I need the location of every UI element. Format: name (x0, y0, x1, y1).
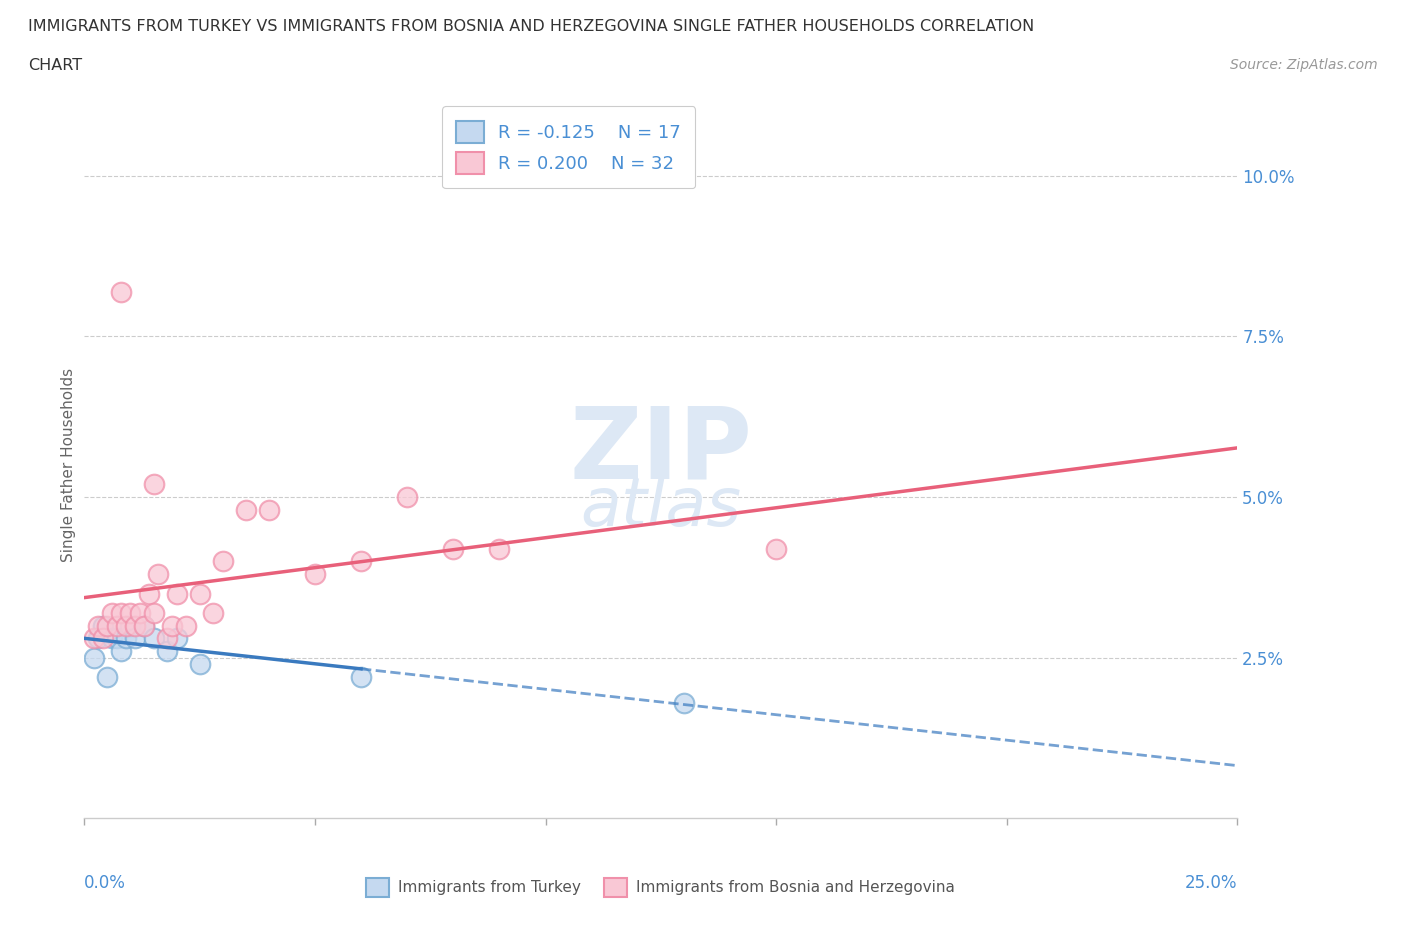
Point (304, 566, 326, 581)
Text: ZIP: ZIP (569, 403, 752, 499)
Text: atlas: atlas (581, 474, 741, 540)
Point (188, 586, 211, 601)
Point (160, 618, 183, 633)
Point (396, 490, 419, 505)
Legend: Immigrants from Turkey, Immigrants from Bosnia and Herzegovina: Immigrants from Turkey, Immigrants from … (360, 871, 962, 903)
Point (188, 657, 211, 671)
Point (83, 650, 105, 665)
Point (87, 631, 110, 646)
Point (672, 696, 695, 711)
Point (110, 605, 132, 620)
Point (105, 618, 128, 633)
Text: Source: ZipAtlas.com: Source: ZipAtlas.com (1230, 58, 1378, 72)
Point (110, 644, 132, 658)
Point (124, 618, 146, 633)
Point (174, 618, 197, 633)
Point (138, 586, 160, 601)
Point (134, 618, 156, 633)
Point (87, 618, 110, 633)
Point (115, 631, 138, 646)
Point (257, 502, 280, 517)
Point (350, 670, 373, 684)
Point (83, 631, 105, 646)
Point (110, 284, 132, 299)
Point (120, 618, 142, 633)
Point (235, 502, 257, 517)
Point (765, 541, 787, 556)
Point (166, 586, 188, 601)
Text: IMMIGRANTS FROM TURKEY VS IMMIGRANTS FROM BOSNIA AND HERZEGOVINA SINGLE FATHER H: IMMIGRANTS FROM TURKEY VS IMMIGRANTS FRO… (28, 19, 1035, 33)
Point (105, 631, 128, 646)
Point (142, 605, 165, 620)
Point (134, 618, 156, 633)
Point (91, 631, 114, 646)
Text: 0.0%: 0.0% (84, 874, 127, 892)
Point (350, 554, 373, 569)
Point (142, 631, 165, 646)
Point (101, 631, 124, 646)
Point (91, 618, 114, 633)
Point (156, 644, 179, 658)
Point (488, 541, 510, 556)
Point (120, 605, 142, 620)
Point (96, 618, 118, 633)
Point (124, 631, 146, 646)
Point (96, 670, 118, 684)
Point (115, 618, 138, 633)
Point (156, 631, 179, 646)
Point (128, 605, 150, 620)
Text: 25.0%: 25.0% (1185, 874, 1237, 892)
Point (101, 605, 124, 620)
Point (441, 541, 464, 556)
Text: CHART: CHART (28, 58, 82, 73)
Point (146, 566, 169, 581)
Point (202, 605, 225, 620)
Y-axis label: Single Father Households: Single Father Households (60, 368, 76, 562)
Point (166, 631, 188, 646)
Point (142, 477, 165, 492)
Point (211, 554, 233, 569)
